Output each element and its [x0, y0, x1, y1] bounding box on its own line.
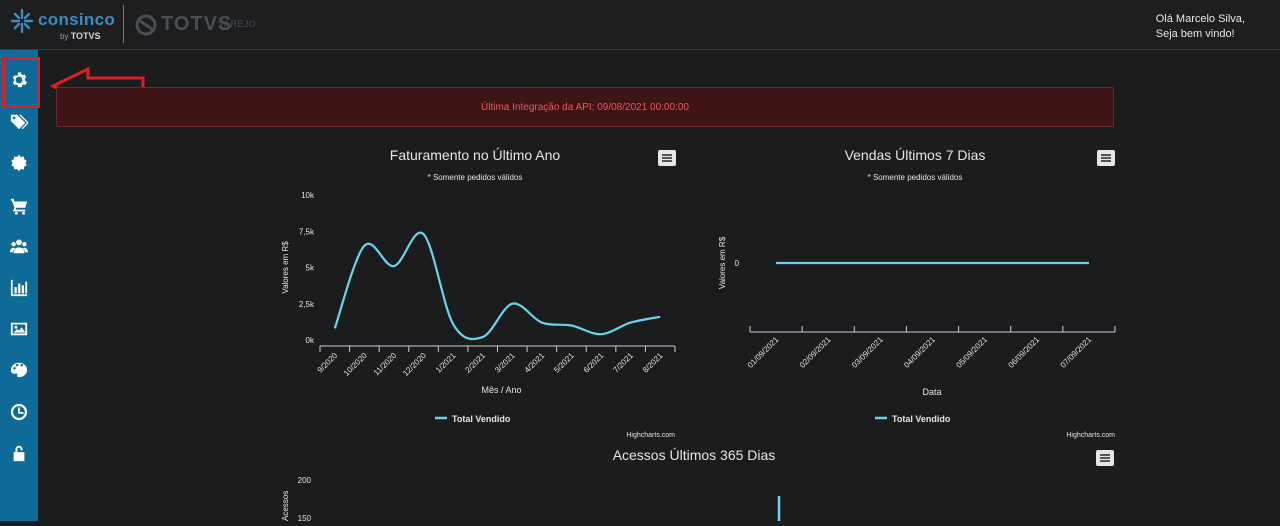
sidebar-item-users[interactable]	[0, 231, 38, 261]
highcharts-credit: Highcharts.com	[1066, 432, 1115, 439]
x-tick-label: 01/09/2021	[746, 335, 781, 370]
highlight-box-annotation	[2, 57, 40, 108]
x-tick-label: 02/09/2021	[798, 335, 833, 370]
varejo-logo-text: VAREJO	[218, 19, 257, 29]
y-tick-label: 5k	[306, 264, 315, 273]
sidebar	[0, 50, 38, 521]
sidebar-item-themes[interactable]	[0, 355, 38, 385]
totvs-logo-mark-icon	[135, 14, 157, 36]
logo-by-text: by TOTVS	[60, 31, 101, 41]
x-tick-label: 7/2021	[611, 351, 635, 375]
consinco-logo[interactable]: consinco by TOTVS	[10, 8, 120, 44]
x-tick-label: 5/2021	[552, 351, 576, 375]
cart-icon	[10, 198, 28, 215]
tags-icon	[10, 114, 28, 130]
y-tick-label: 0k	[306, 336, 315, 345]
y-tick-label: 150	[298, 514, 312, 521]
y-tick-label: 7,5k	[299, 227, 315, 236]
x-tick-label: 06/09/2021	[1007, 335, 1042, 370]
x-axis-label: Mês / Ano	[481, 385, 521, 395]
x-tick-label: 05/09/2021	[954, 335, 989, 370]
api-integration-alert-text: Última Integração da API: 09/08/2021 00:…	[481, 101, 689, 113]
y-axis-label: Valores em R$	[718, 236, 727, 289]
highcharts-credit: Highcharts.com	[626, 432, 675, 439]
x-tick-label: 6/2021	[582, 351, 606, 375]
legend-item-total-vendido: Total Vendido	[452, 414, 511, 424]
x-tick-label: 07/09/2021	[1059, 335, 1094, 370]
series-line-total-vendido	[333, 231, 661, 341]
greeting-line-1: Olá Marcelo Silva,	[1155, 13, 1245, 25]
sales-7-days-chart: Vendas Últimos 7 Dias * Somente pedidos v…	[710, 140, 1120, 440]
gear-icon	[12, 72, 28, 88]
y-tick-label: 0	[735, 259, 740, 268]
sidebar-item-badge[interactable]	[0, 148, 38, 178]
y-tick-label: 2,5k	[299, 300, 315, 309]
x-tick-label: 8/2021	[641, 351, 665, 375]
x-tick-label: 3/2021	[493, 351, 517, 375]
x-tick-label: 03/09/2021	[850, 335, 885, 370]
badge-icon	[11, 154, 27, 172]
greeting-line-2: Seja bem vindo!	[1155, 28, 1235, 40]
x-tick-label: 1/2021	[434, 351, 458, 375]
consinco-logo-mark-icon	[10, 8, 34, 34]
users-icon	[10, 239, 28, 254]
top-bar: consinco by TOTVS TOTVS VAREJO Olá Marce…	[0, 0, 1280, 50]
sidebar-item-settings[interactable]	[0, 65, 38, 95]
y-axis-label: Acessos	[281, 491, 290, 521]
totvs-logo-text: TOTVS	[161, 13, 233, 35]
y-tick-label: 10k	[301, 191, 315, 200]
revenue-chart-svg: Faturamento no Último Ano * Somente pedid…	[281, 147, 676, 439]
accesses-chart-svg: Acessos Últimos 365 Dias 200 150 Acessos	[281, 447, 781, 523]
x-tick-label: 4/2021	[523, 351, 547, 375]
sidebar-item-tags[interactable]	[0, 107, 38, 137]
y-tick-label: 200	[298, 476, 312, 485]
image-icon	[10, 322, 28, 336]
clock-icon	[10, 403, 28, 421]
x-tick-label: 9/2020	[316, 351, 340, 375]
chart-title: Acessos Últimos 365 Dias	[613, 447, 776, 463]
x-tick-label: 11/2020	[372, 351, 399, 378]
x-tick-label: 10/2020	[342, 351, 369, 378]
y-axis-label: Valores em R$	[281, 241, 290, 294]
x-tick-label: 04/09/2021	[902, 335, 937, 370]
palette-icon	[10, 362, 28, 378]
x-tick-label: 2/2021	[463, 351, 487, 375]
sidebar-item-logout[interactable]	[0, 438, 38, 468]
accesses-365-days-chart: Acessos Últimos 365 Dias 200 150 Acessos	[270, 440, 1120, 523]
sidebar-item-reports[interactable]	[0, 273, 38, 303]
consinco-logo-text: consinco	[38, 10, 116, 29]
revenue-chart: Faturamento no Último Ano * Somente pedid…	[270, 140, 690, 440]
chart-subtitle: * Somente pedidos válidos	[428, 173, 523, 182]
bar-chart-icon	[10, 279, 28, 297]
sales-chart-menu-button[interactable]	[1097, 150, 1115, 166]
unlock-icon	[13, 445, 25, 462]
sales-7-days-chart-svg: Vendas Últimos 7 Dias * Somente pedidos v…	[718, 147, 1116, 439]
legend-item-total-vendido: Total Vendido	[892, 414, 951, 424]
sidebar-item-cart[interactable]	[0, 191, 38, 221]
user-greeting: Olá Marcelo Silva, Seja bem vindo!	[1156, 12, 1245, 42]
logo-divider	[123, 5, 124, 43]
sidebar-item-images[interactable]	[0, 314, 38, 344]
chart-title: Faturamento no Último Ano	[390, 147, 561, 163]
api-integration-alert: Última Integração da API: 09/08/2021 00:…	[56, 87, 1114, 127]
accesses-chart-menu-button[interactable]	[1096, 450, 1114, 466]
x-tick-label: 12/2020	[401, 351, 428, 378]
revenue-chart-menu-button[interactable]	[658, 150, 676, 166]
x-axis-label: Data	[922, 387, 941, 397]
chart-title: Vendas Últimos 7 Dias	[845, 147, 986, 163]
sidebar-item-history[interactable]	[0, 397, 38, 427]
chart-subtitle: * Somente pedidos válidos	[868, 173, 963, 182]
